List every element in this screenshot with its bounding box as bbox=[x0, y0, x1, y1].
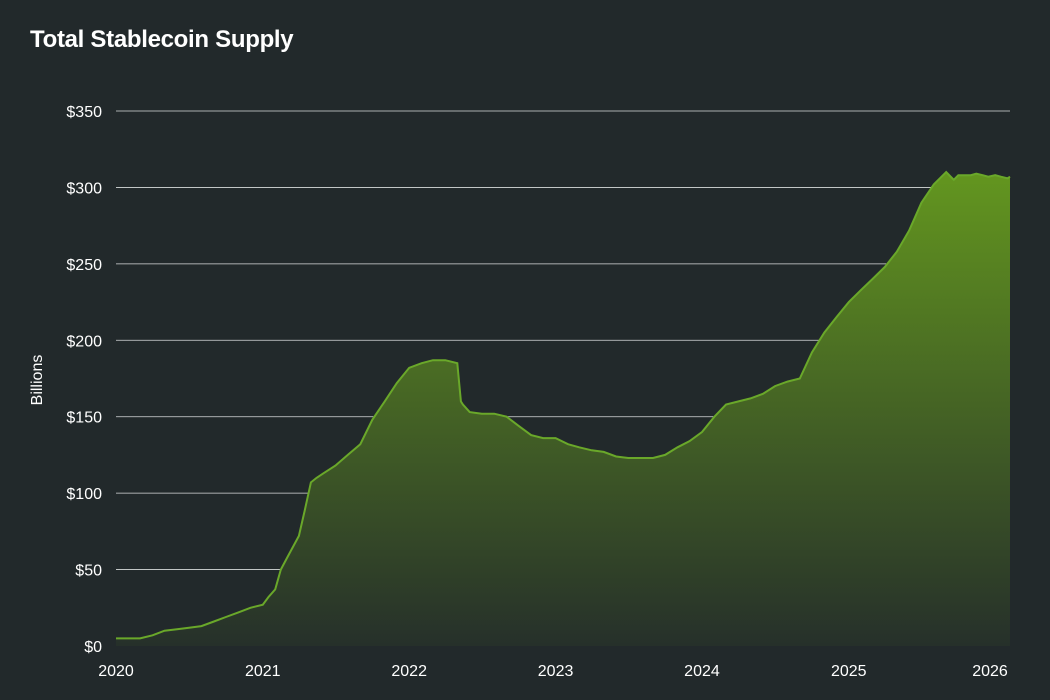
chart-title: Total Stablecoin Supply bbox=[30, 26, 294, 53]
x-tick-label: 2024 bbox=[684, 663, 720, 680]
x-tick-label: 2026 bbox=[972, 663, 1008, 680]
y-tick-label: $350 bbox=[66, 104, 102, 121]
x-tick-label: 2025 bbox=[831, 663, 867, 680]
x-tick-label: 2022 bbox=[391, 663, 427, 680]
y-tick-label: $150 bbox=[66, 410, 102, 427]
x-tick-label: 2020 bbox=[98, 663, 134, 680]
supply-area-fill bbox=[116, 172, 1010, 646]
y-tick-label: $250 bbox=[66, 257, 102, 274]
x-tick-label: 2021 bbox=[245, 663, 281, 680]
y-axis-title: Billions bbox=[29, 355, 46, 406]
y-tick-label: $50 bbox=[75, 563, 102, 580]
y-tick-label: $300 bbox=[66, 180, 102, 197]
y-tick-label: $0 bbox=[84, 639, 102, 656]
y-tick-label: $100 bbox=[66, 486, 102, 503]
x-tick-label: 2023 bbox=[538, 663, 574, 680]
y-tick-label: $200 bbox=[66, 333, 102, 350]
